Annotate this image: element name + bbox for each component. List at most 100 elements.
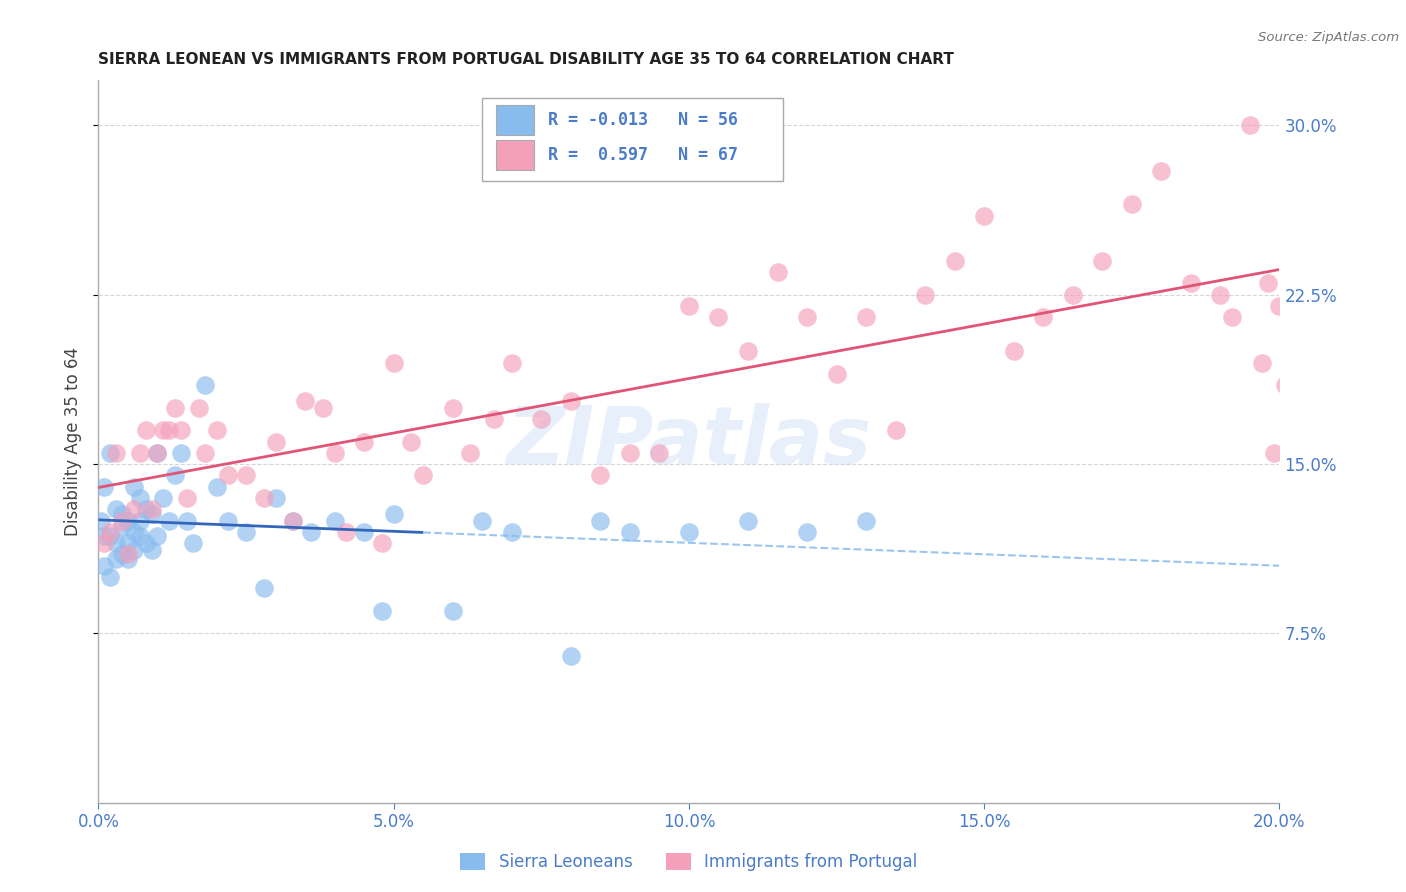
Point — [501, 524, 523, 539]
Point — [299, 524, 322, 539]
Point — [1032, 310, 1054, 325]
Point — [181, 536, 204, 550]
Point — [1257, 277, 1279, 291]
Point — [766, 265, 789, 279]
Point — [264, 491, 287, 505]
Point — [105, 502, 128, 516]
Point — [619, 446, 641, 460]
Point — [707, 310, 730, 325]
Point — [111, 507, 134, 521]
Point — [152, 491, 174, 505]
Point — [165, 468, 187, 483]
Text: Source: ZipAtlas.com: Source: ZipAtlas.com — [1258, 31, 1399, 45]
Point — [170, 423, 193, 437]
Point — [217, 514, 239, 528]
Point — [93, 529, 115, 543]
Point — [117, 552, 139, 566]
Point — [1263, 446, 1285, 460]
Point — [1220, 310, 1243, 325]
Point — [678, 524, 700, 539]
Point — [105, 552, 128, 566]
Point — [176, 491, 198, 505]
Point — [141, 502, 163, 516]
Point — [165, 401, 187, 415]
Point — [855, 514, 877, 528]
Point — [146, 446, 169, 460]
Point — [157, 514, 180, 528]
Point — [146, 529, 169, 543]
Point — [98, 446, 121, 460]
Point — [187, 401, 209, 415]
Point — [441, 401, 464, 415]
Point — [122, 524, 145, 539]
Point — [323, 514, 346, 528]
Bar — [496, 139, 534, 169]
Point — [264, 434, 287, 449]
Point — [382, 507, 405, 521]
Point — [128, 514, 150, 528]
Point — [117, 536, 139, 550]
Point — [796, 524, 818, 539]
Point — [205, 423, 228, 437]
Point — [1274, 378, 1296, 392]
Point — [111, 548, 134, 562]
Point — [128, 446, 150, 460]
Point — [737, 514, 759, 528]
Point — [619, 524, 641, 539]
Text: R = -0.013   N = 56: R = -0.013 N = 56 — [548, 111, 738, 129]
Point — [122, 542, 145, 557]
Point — [796, 310, 818, 325]
Point — [217, 468, 239, 483]
Point — [353, 524, 375, 539]
Point — [194, 446, 217, 460]
Point — [176, 514, 198, 528]
Legend: Sierra Leoneans, Immigrants from Portugal: Sierra Leoneans, Immigrants from Portuga… — [454, 846, 924, 878]
Point — [253, 582, 276, 596]
Point — [283, 514, 305, 528]
Point — [146, 446, 169, 460]
Point — [253, 491, 276, 505]
Point — [90, 514, 112, 528]
Text: ZIPatlas: ZIPatlas — [506, 402, 872, 481]
Point — [412, 468, 434, 483]
Point — [294, 393, 316, 408]
Point — [371, 604, 394, 618]
Point — [235, 524, 257, 539]
Point — [1091, 253, 1114, 268]
Text: SIERRA LEONEAN VS IMMIGRANTS FROM PORTUGAL DISABILITY AGE 35 TO 64 CORRELATION C: SIERRA LEONEAN VS IMMIGRANTS FROM PORTUG… — [98, 52, 955, 67]
Point — [141, 507, 163, 521]
Point — [501, 355, 523, 369]
Point — [93, 558, 115, 573]
Point — [98, 570, 121, 584]
Y-axis label: Disability Age 35 to 64: Disability Age 35 to 64 — [65, 347, 83, 536]
Point — [382, 355, 405, 369]
Point — [235, 468, 257, 483]
Point — [560, 393, 582, 408]
Point — [283, 514, 305, 528]
Point — [135, 423, 157, 437]
Point — [1002, 344, 1025, 359]
Point — [98, 529, 121, 543]
Point — [1268, 299, 1291, 313]
Point — [170, 446, 193, 460]
Point — [93, 536, 115, 550]
Point — [482, 412, 505, 426]
Point — [401, 434, 423, 449]
Point — [135, 536, 157, 550]
Point — [441, 604, 464, 618]
Point — [152, 423, 174, 437]
Point — [737, 344, 759, 359]
Point — [884, 423, 907, 437]
Point — [1062, 287, 1084, 301]
Point — [1209, 287, 1232, 301]
Point — [914, 287, 936, 301]
Point — [128, 529, 150, 543]
Point — [530, 412, 553, 426]
Point — [353, 434, 375, 449]
Point — [98, 524, 121, 539]
Point — [323, 446, 346, 460]
Point — [471, 514, 494, 528]
Point — [111, 514, 134, 528]
Point — [1239, 119, 1261, 133]
Point — [105, 536, 128, 550]
